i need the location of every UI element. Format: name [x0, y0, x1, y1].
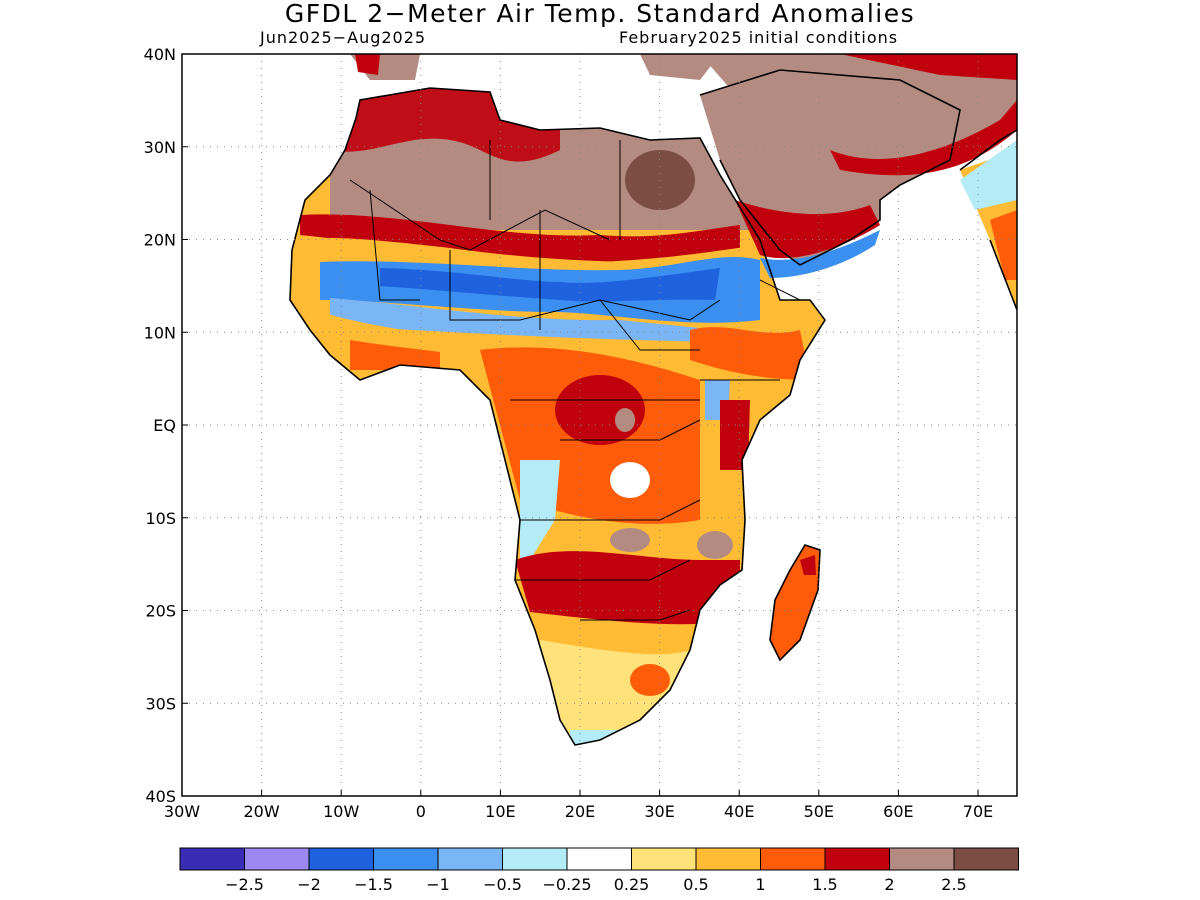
lon-tick-label: 30E [644, 802, 674, 821]
colorbar-swatch [695, 847, 761, 871]
lon-tick-label: 0 [416, 802, 426, 821]
colorbar-label: 0.25 [614, 875, 650, 894]
longitude-ticks: 30W 20W 10W 0 10E 20E 30E 40E 50E 60E 70E [164, 790, 993, 821]
colorbar-label: 2.5 [941, 875, 966, 894]
lat-tick-label: 10N [144, 323, 176, 342]
colorbar-label: −0.25 [542, 875, 591, 894]
lat-tick-label: 40N [144, 45, 176, 64]
colorbar-swatch [502, 847, 568, 871]
colorbar-label: 2 [884, 875, 894, 894]
country-borders [349, 140, 801, 621]
coastline [289, 69, 1017, 746]
colorbar-swatch [889, 847, 955, 871]
lat-tick-label: 10S [145, 509, 176, 528]
lon-tick-label: 10W [323, 802, 359, 821]
colorbar-label: 0.5 [683, 875, 708, 894]
lon-tick-label: 20W [244, 802, 280, 821]
lat-tick-label: 30S [145, 694, 176, 713]
colorbar-label: −2 [297, 875, 321, 894]
colorbar-label: −0.5 [483, 875, 522, 894]
lon-tick-label: 60E [883, 802, 913, 821]
lat-tick-label: 30N [144, 138, 176, 157]
map-layer [290, 54, 1017, 745]
lon-tick-label: 30W [164, 802, 200, 821]
colorbar-swatch [244, 847, 310, 871]
lon-tick-label: 20E [565, 802, 595, 821]
colorbar-swatch [760, 847, 826, 871]
colorbar-swatch [566, 847, 632, 871]
colorbar-swatch [631, 847, 697, 871]
colorbar-label: −1.5 [354, 875, 393, 894]
lon-tick-label: 50E [804, 802, 834, 821]
map-title: GFDL 2−Meter Air Temp. Standard Anomalie… [284, 0, 916, 28]
colorbar-swatch [824, 847, 890, 871]
lat-tick-label: 40S [145, 787, 176, 806]
graticule [182, 54, 1017, 796]
colorbar-swatch [953, 847, 1019, 871]
colorbar-swatch [179, 847, 245, 871]
lat-tick-label: 20S [145, 602, 176, 621]
colorbar-label: −1 [426, 875, 450, 894]
colorbar-label: 1.5 [812, 875, 837, 894]
lat-tick-label: 20N [144, 231, 176, 250]
colorbar-label: −2.5 [225, 875, 264, 894]
colorbar-labels: −2.5 −2 −1.5 −1 −0.5 −0.25 0.25 0.5 1 1.5 2 2.5 [225, 875, 967, 894]
colorbar [179, 847, 1019, 871]
colorbar-swatch [373, 847, 439, 871]
initial-conditions: February2025 initial conditions [619, 28, 899, 47]
valid-period: Jun2025−Aug2025 [260, 28, 427, 47]
colorbar-swatch [308, 847, 374, 871]
colorbar-swatch [437, 847, 503, 871]
lon-tick-label: 70E [963, 802, 993, 821]
lat-tick-label: EQ [153, 416, 176, 435]
latitude-ticks: 40N 30N 20N 10N EQ 10S 20S 30S 40S [144, 45, 188, 806]
lon-tick-label: 40E [724, 802, 754, 821]
colorbar-label: 1 [755, 875, 765, 894]
lon-tick-label: 10E [485, 802, 515, 821]
